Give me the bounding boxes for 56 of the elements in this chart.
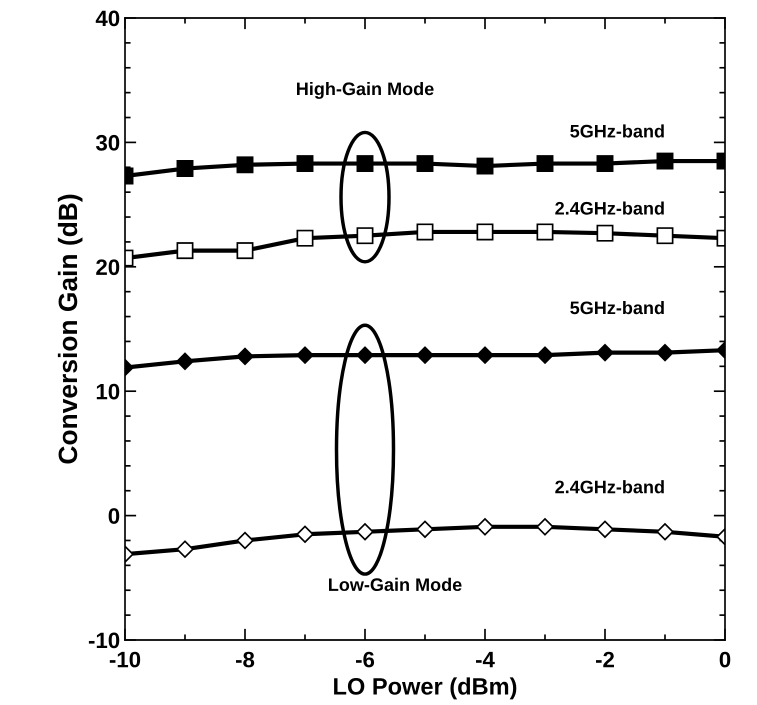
- point: [536, 155, 554, 172]
- point: [356, 523, 374, 540]
- point: [416, 346, 434, 364]
- point: [296, 526, 314, 543]
- series-label: 2.4GHz-band: [555, 201, 664, 215]
- point: [176, 352, 194, 370]
- annotation: Low-Gain Mode: [329, 578, 462, 592]
- point: [236, 242, 254, 260]
- point: [596, 155, 614, 172]
- point: [236, 348, 254, 366]
- point: [296, 230, 314, 247]
- x-tick-label: -10: [110, 652, 140, 668]
- point: [356, 155, 374, 172]
- point: [596, 224, 614, 242]
- point: [536, 346, 554, 364]
- y-tick-label: 30: [96, 134, 120, 151]
- point: [476, 518, 494, 536]
- point: [656, 152, 674, 170]
- point: [596, 344, 614, 362]
- x-tick-label: -2: [596, 652, 614, 668]
- point: [596, 520, 614, 538]
- point: [356, 227, 374, 244]
- point: [476, 158, 494, 175]
- point: [236, 156, 254, 174]
- x-axis-title: LO Power (dBm): [334, 677, 516, 700]
- point: [536, 518, 554, 536]
- point: [656, 344, 674, 362]
- x-tick-label: -8: [236, 652, 254, 668]
- point: [656, 523, 674, 540]
- point: [236, 532, 254, 550]
- x-tick-label: -4: [476, 652, 495, 668]
- point: [296, 346, 314, 364]
- point: [416, 223, 434, 240]
- point: [296, 155, 314, 172]
- point: [416, 155, 434, 172]
- y-tick-label: 10: [96, 384, 120, 400]
- point: [536, 223, 554, 240]
- y-tick-label: 40: [96, 10, 120, 26]
- y-tick-label: -10: [88, 632, 120, 648]
- y-axis-title: Conversion Gain (dB): [58, 194, 82, 464]
- x-tick-label: 0: [720, 652, 730, 668]
- point: [176, 540, 194, 558]
- point: [176, 242, 194, 260]
- annotation: High-Gain Mode: [297, 82, 434, 99]
- point: [356, 346, 374, 364]
- y-tick-label: 0: [108, 508, 120, 524]
- x-tick-label: -6: [356, 652, 374, 668]
- y-tick-label: 20: [96, 259, 120, 276]
- point: [656, 227, 674, 244]
- point: [476, 346, 494, 364]
- series-label: 2.4GHz-band: [555, 480, 664, 494]
- point: [176, 160, 194, 177]
- point: [476, 223, 494, 240]
- series-label: 5GHz-band: [570, 124, 664, 138]
- series-label: 5GHz-band: [570, 300, 664, 314]
- point: [416, 520, 434, 538]
